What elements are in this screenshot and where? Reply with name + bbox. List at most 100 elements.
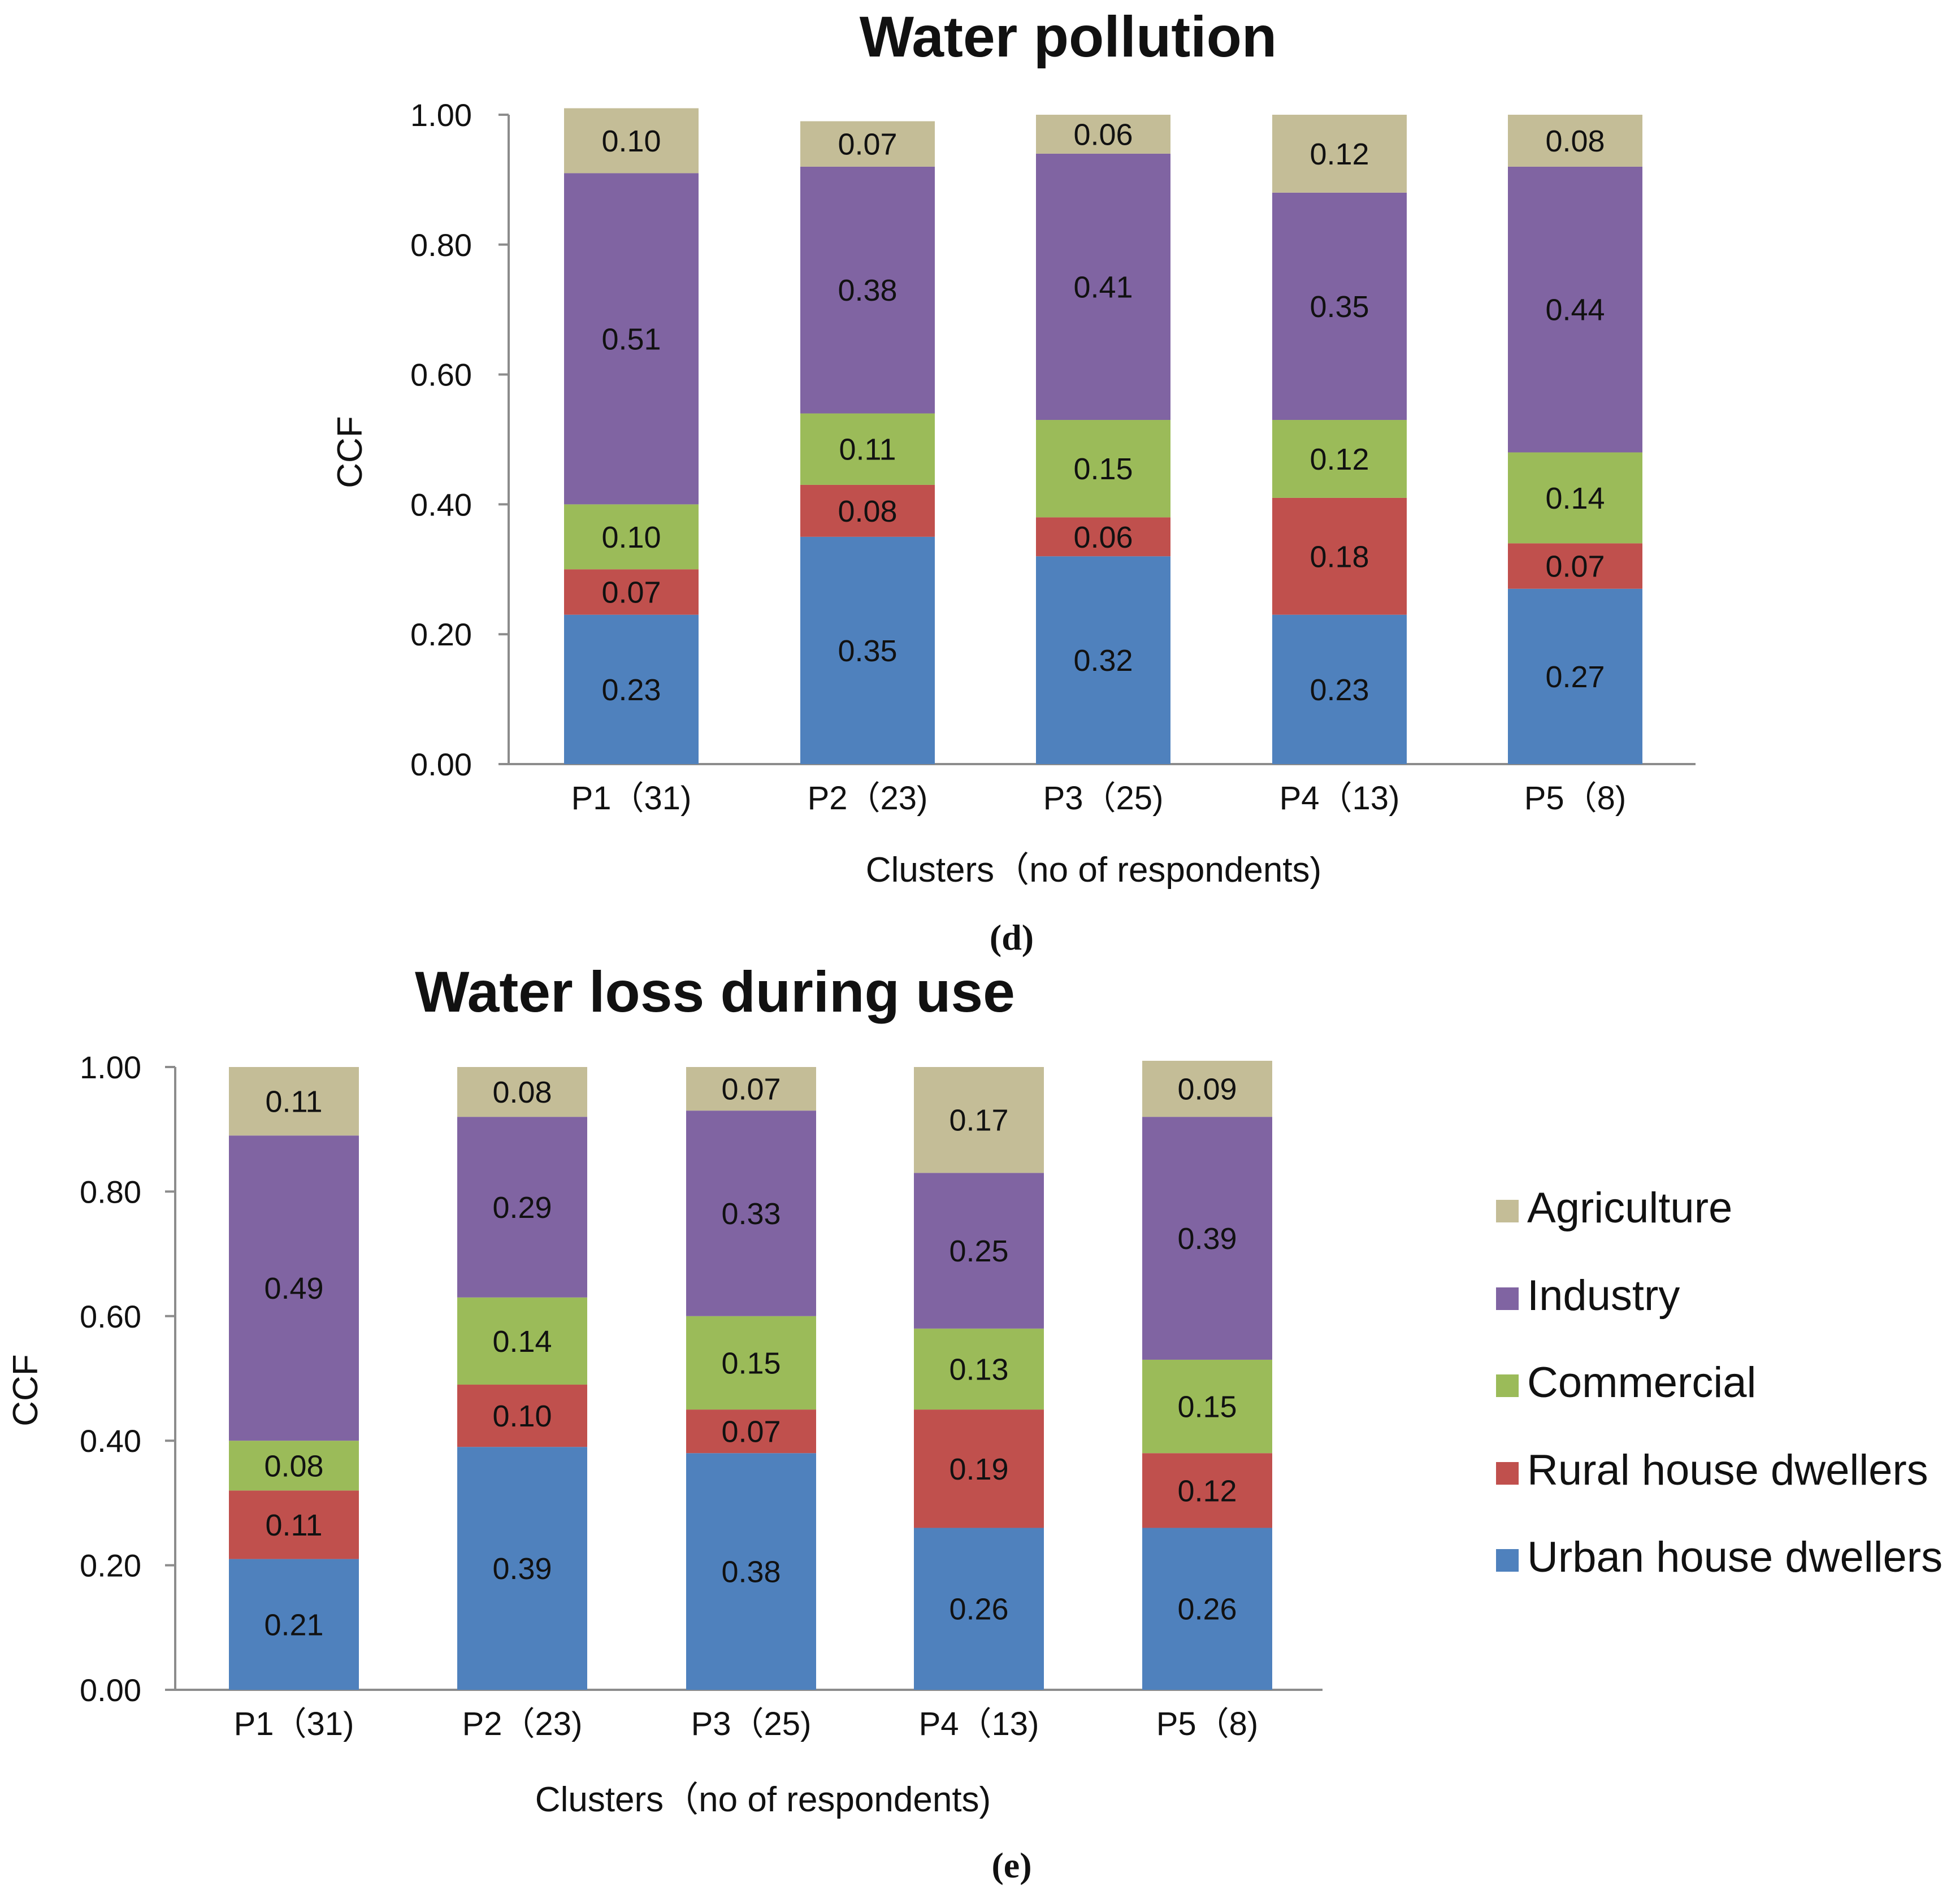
data-label: 0.14: [492, 1325, 552, 1359]
bar-segment: [564, 504, 699, 570]
bar-segment: [1272, 115, 1407, 193]
bar-segment: [1272, 420, 1407, 498]
bar-segment: [457, 1297, 587, 1385]
data-label: 0.35: [1310, 290, 1369, 324]
y-tick-label: 0.00: [410, 747, 472, 782]
data-label: 0.07: [838, 128, 897, 162]
panel-label: (e): [991, 1845, 1031, 1885]
data-label: 0.08: [838, 495, 897, 528]
bar-segment: [914, 1067, 1044, 1173]
data-label: 0.39: [492, 1552, 552, 1586]
bar-segment: [1142, 1453, 1272, 1528]
data-label: 0.07: [1545, 550, 1605, 584]
data-label: 0.10: [601, 521, 661, 554]
y-tick-label: 0.00: [80, 1672, 141, 1708]
chart-panel-e: Water loss during use 0.00 0.20 0.40 0.60 0.8…: [6, 960, 1323, 1885]
category-label: P1（31): [571, 780, 692, 817]
data-label: 0.33: [721, 1197, 781, 1231]
bar-segment: [1508, 166, 1642, 453]
y-tick-label: 0.40: [80, 1423, 141, 1459]
bar-segment: [686, 1409, 816, 1454]
bar-segment: [457, 1385, 587, 1447]
bar-segment: [229, 1441, 359, 1491]
bar-segment: [457, 1067, 587, 1117]
bar-segment: [564, 614, 699, 764]
category-label: P5（8): [1156, 1706, 1259, 1742]
data-label: 0.27: [1545, 660, 1605, 694]
bar-segment: [1272, 497, 1407, 615]
bar-segment: [229, 1559, 359, 1690]
category-label: P1（31): [234, 1706, 354, 1742]
legend-label: Rural house dwellers: [1527, 1446, 1928, 1494]
bar-segment: [914, 1328, 1044, 1410]
legend-label: Agriculture: [1527, 1184, 1732, 1232]
data-label: 0.51: [601, 322, 661, 356]
data-label: 0.11: [265, 1085, 322, 1119]
data-label: 0.06: [1073, 118, 1133, 151]
bar-segment: [914, 1173, 1044, 1329]
bar-segment: [800, 413, 935, 485]
data-label: 0.15: [1177, 1390, 1237, 1424]
data-label: 0.13: [949, 1352, 1008, 1386]
bar-segment: [1142, 1117, 1272, 1360]
bar-segment: [229, 1490, 359, 1559]
category-label: P2（23): [462, 1706, 583, 1742]
bar-segment: [457, 1117, 587, 1298]
bar-segment: [229, 1135, 359, 1441]
bar-segment: [1142, 1359, 1272, 1454]
category-label: P5（8): [1524, 780, 1627, 817]
chart-title: Water loss during use: [415, 960, 1015, 1024]
data-label: 0.25: [949, 1234, 1008, 1268]
data-label: 0.10: [601, 124, 661, 158]
category-label: P3（25): [1043, 780, 1164, 817]
data-label: 0.08: [264, 1449, 323, 1483]
data-label: 0.15: [721, 1346, 781, 1380]
data-label: 0.23: [1310, 673, 1369, 707]
data-label: 0.07: [721, 1073, 781, 1107]
bar-segment: [1272, 614, 1407, 764]
data-label: 0.19: [949, 1452, 1008, 1486]
category-label: P4（13): [1280, 780, 1400, 817]
legend-swatch: [1496, 1462, 1519, 1485]
bar-segment: [1272, 192, 1407, 420]
data-label: 0.38: [838, 274, 897, 307]
bar-segment: [1036, 153, 1170, 420]
data-label: 0.14: [1545, 482, 1605, 515]
bar-segment: [1508, 543, 1642, 589]
legend-swatch: [1496, 1549, 1519, 1572]
bar-segment: [1142, 1528, 1272, 1690]
legend-swatch: [1496, 1374, 1519, 1397]
bar-segment: [457, 1447, 587, 1690]
bar-segment: [1508, 115, 1642, 167]
data-label: 0.11: [839, 433, 896, 467]
data-label: 0.38: [721, 1555, 781, 1589]
data-label: 0.26: [1177, 1593, 1237, 1627]
bar-segment: [1036, 517, 1170, 557]
bar-segment: [229, 1067, 359, 1136]
bar-segment: [686, 1453, 816, 1690]
bar-segment: [1508, 588, 1642, 764]
data-label: 0.26: [949, 1593, 1008, 1627]
data-label: 0.12: [1310, 443, 1369, 476]
bar-segment: [564, 173, 699, 505]
y-axis-title: CCF: [331, 416, 370, 488]
bar-segment: [800, 121, 935, 167]
panel-label: (d): [990, 917, 1034, 957]
bar-segment: [564, 108, 699, 174]
legend-swatch: [1496, 1287, 1519, 1310]
data-label: 0.18: [1310, 540, 1369, 574]
y-tick-label: 0.60: [410, 357, 472, 393]
y-axis-title: CCF: [6, 1354, 45, 1426]
bar-segment: [914, 1528, 1044, 1690]
y-tick-label: 0.20: [410, 617, 472, 652]
bar-segment: [1036, 556, 1170, 764]
data-label: 0.23: [601, 673, 661, 707]
data-label: 0.15: [1073, 452, 1133, 486]
data-label: 0.07: [601, 576, 661, 610]
data-label: 0.08: [492, 1075, 552, 1109]
bar-segment: [1142, 1060, 1272, 1117]
legend-swatch: [1496, 1200, 1519, 1222]
data-label: 0.08: [1545, 124, 1605, 158]
data-label: 0.29: [492, 1191, 552, 1225]
